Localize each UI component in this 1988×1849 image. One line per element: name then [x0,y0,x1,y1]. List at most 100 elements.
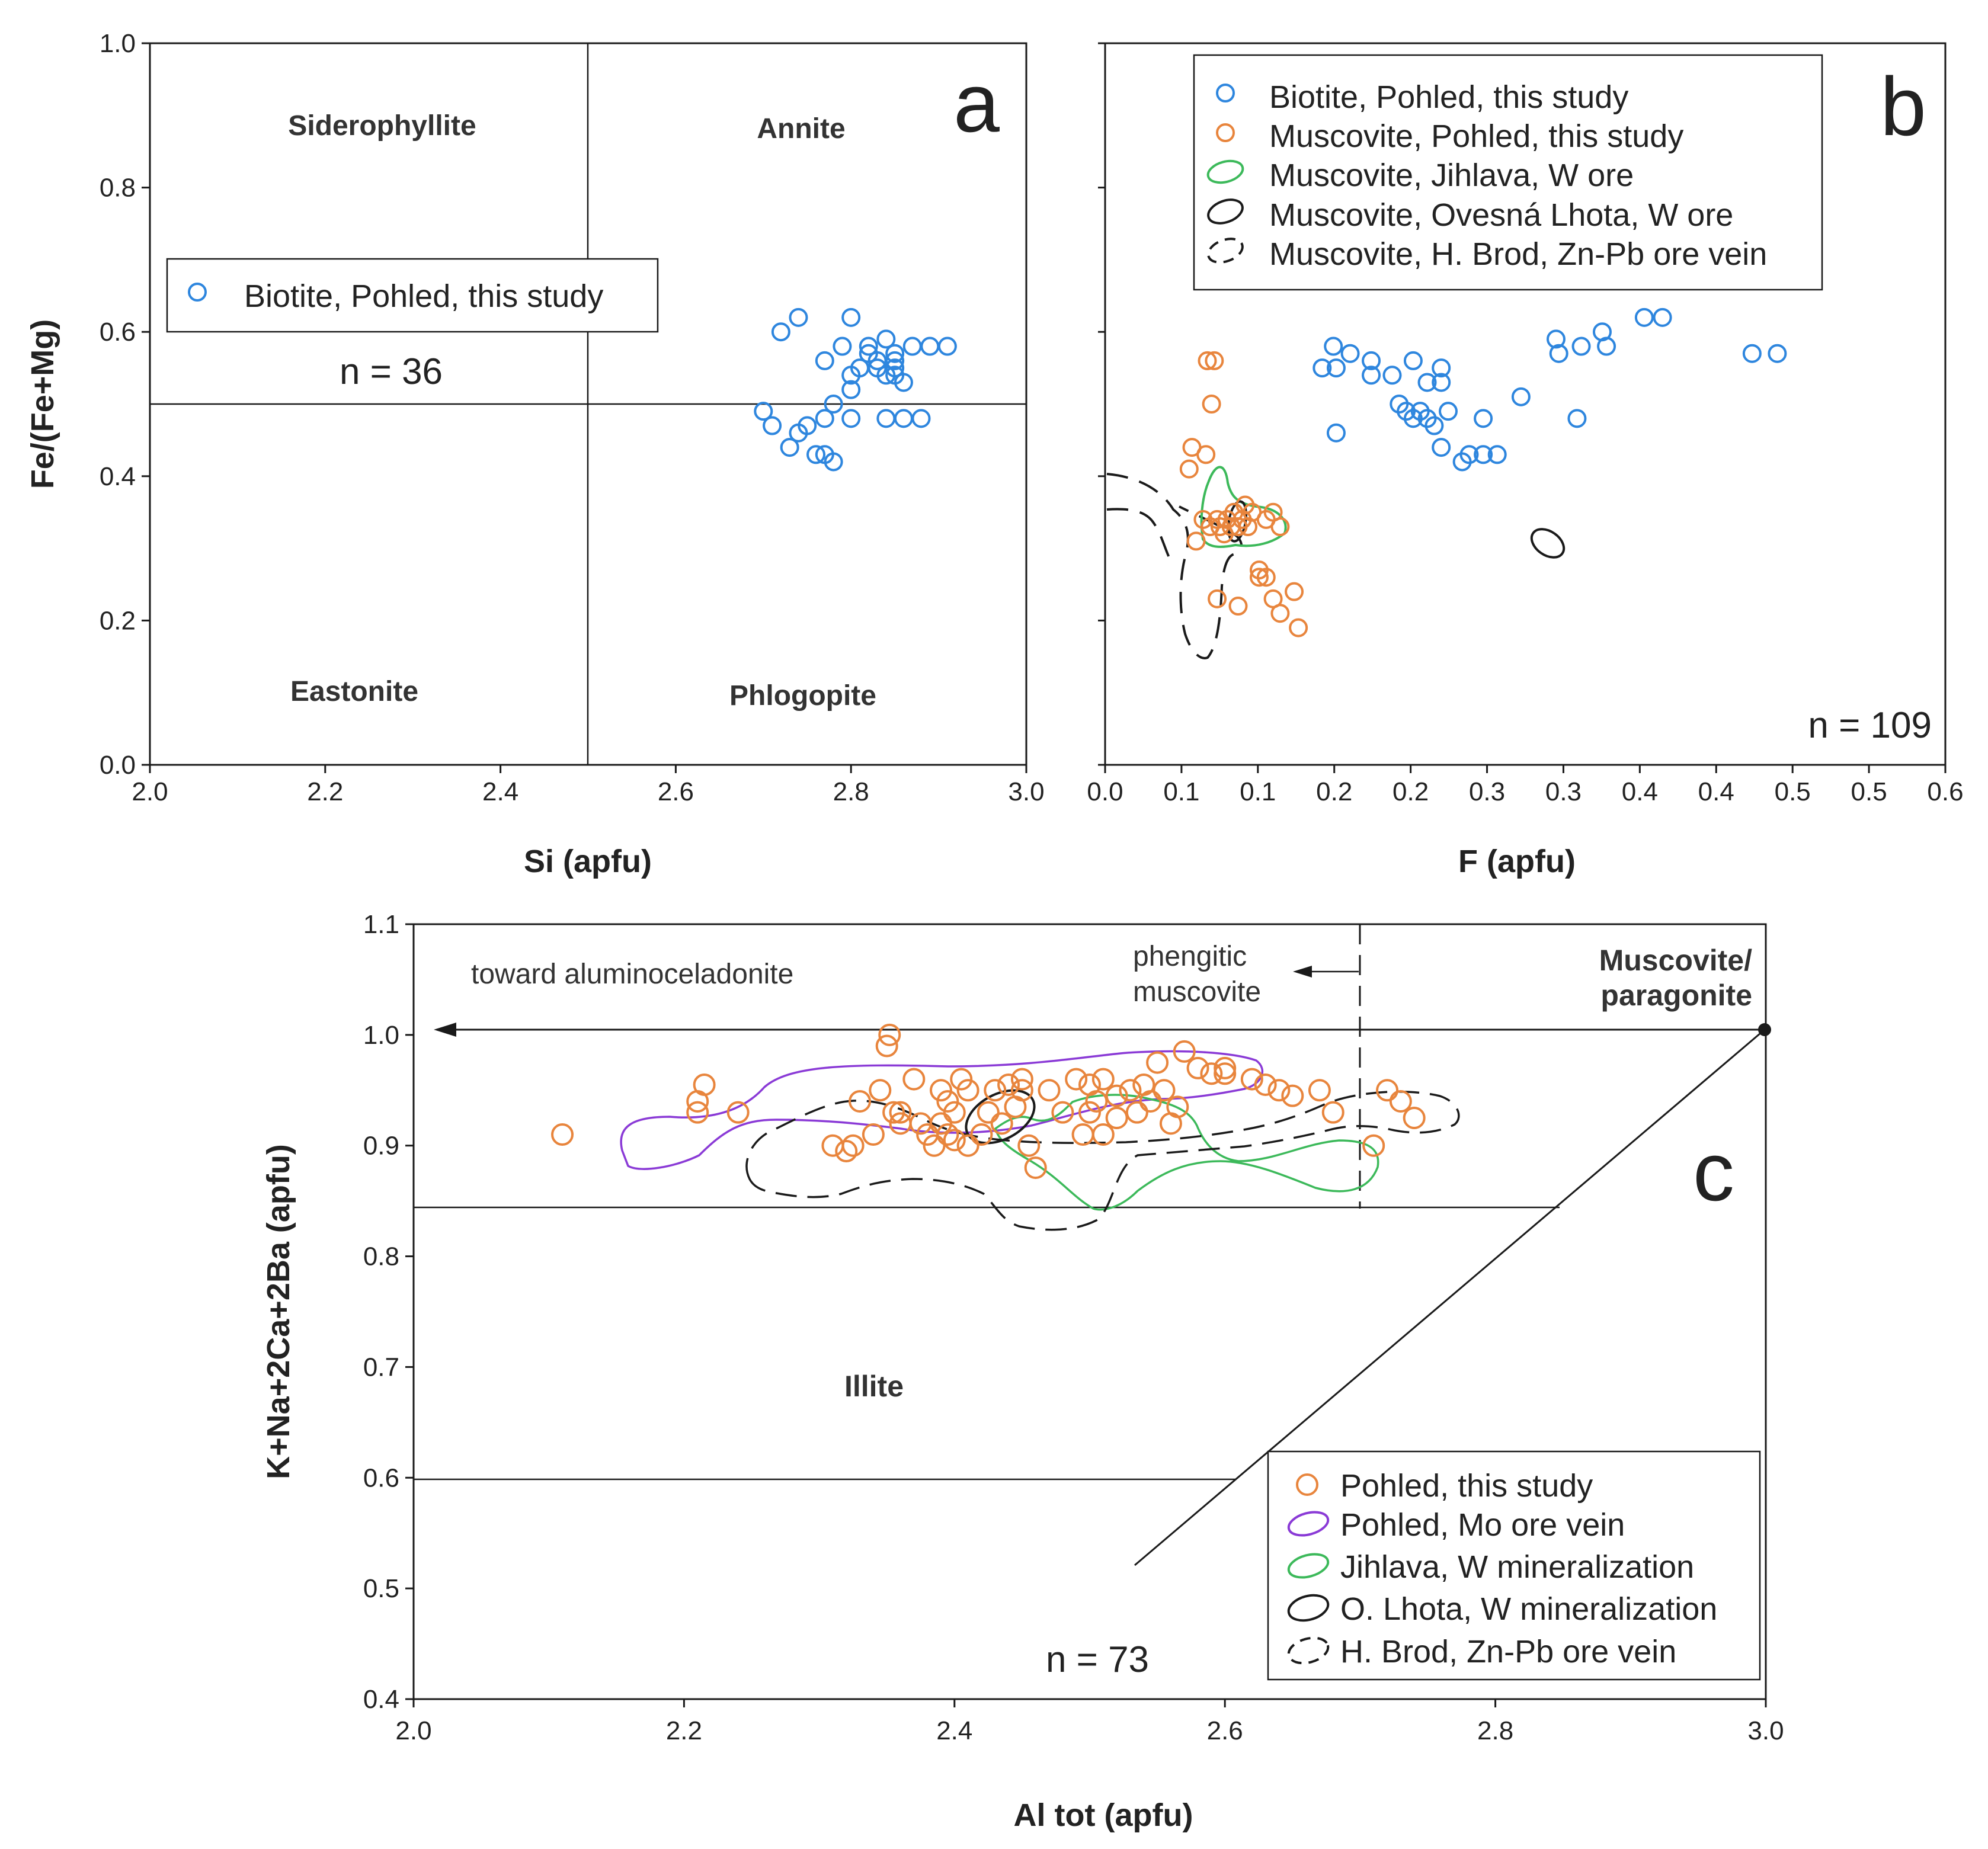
data-point [885,351,905,370]
data-point [1324,337,1343,356]
data-point [1153,1079,1176,1102]
data-point [876,409,896,428]
data-point [1424,416,1444,435]
data-point [970,1123,993,1146]
panel-c-points [551,1023,1426,1180]
data-point [1004,1095,1027,1119]
data-point [1389,1089,1412,1113]
legend-c-ovesna-label: O. Lhota, W mineralization [1340,1591,1717,1627]
x-tick-label: 0.6 [1927,777,1963,806]
panel-a-legend: Biotite, Pohled, this study [166,258,659,333]
x-tick-label: 2.0 [132,777,168,806]
data-point [1071,1123,1094,1146]
data-point [1768,344,1787,363]
x-tick-label: 0.4 [1622,777,1658,806]
x-tick-label: 2.8 [1477,1716,1513,1745]
panel-b-plot-frame [1104,42,1947,766]
data-point [1146,1051,1169,1074]
data-point [1267,1079,1291,1102]
x-tick-label: 3.0 [1008,777,1044,806]
data-point [1078,1101,1101,1124]
data-point [1091,1123,1115,1146]
data-point [875,1034,898,1058]
x-tick-label: 0.2 [1392,777,1429,806]
x-tick-label: 2.2 [666,1716,702,1745]
data-point [876,329,896,349]
data-point [1179,459,1199,479]
annotation-phengitic: phengitic [1133,941,1247,972]
legend-c-ovesna-marker [1287,1594,1330,1622]
legend-b-biotite-marker [1216,84,1235,102]
y-tick-label: 0.2 [100,606,136,635]
data-point [833,337,852,356]
data-point [1403,1107,1426,1129]
region-annite: Annite [757,113,845,145]
data-point [1205,351,1224,370]
data-point [859,337,878,356]
legend-c-mo-label: Pohled, Mo ore vein [1340,1507,1625,1543]
data-point [1017,1134,1041,1157]
panel-c-plot-frame [412,923,1767,1700]
panel-c-legend-box [1267,1450,1761,1681]
x-tick-label: 0.5 [1851,777,1887,806]
data-point [806,445,826,464]
data-point [936,1089,959,1113]
phengitic-arrow-head [1293,966,1312,978]
legend-b-biotite-label: Biotite, Pohled, this study [1269,79,1628,115]
data-point [849,1089,872,1113]
aluminoceladonite-arrow-head [434,1023,456,1037]
y-tick-label: 1.0 [100,29,136,58]
data-point [1312,358,1332,378]
panel-b-n-count: n = 109 [1808,705,1932,746]
data-point [1119,1079,1142,1102]
data-point [1105,1084,1128,1107]
y-tick-label: 0.9 [363,1132,399,1161]
y-tick-label: 0.5 [363,1574,399,1603]
data-point [1249,568,1269,587]
panel-c-ylabel: K+Na+2Ca+2Ba (apfu) [261,1144,296,1479]
data-point [841,409,861,428]
panel-a-xlabel: Si (apfu) [524,844,652,879]
x-tick-label: 3.0 [1747,1716,1784,1745]
data-point [1214,1062,1237,1085]
data-point [902,337,922,356]
data-point [1511,387,1531,406]
data-point [1742,344,1762,363]
region-phlogopite: Phlogopite [729,680,876,712]
legend-b-muscovite-label: Muscovite, Pohled, this study [1269,118,1683,154]
data-point [1285,582,1304,601]
y-tick-label: 1.0 [363,1021,399,1050]
data-point [889,1101,912,1124]
panel-c-legend: Pohled, this study Pohled, Mo ore vein J… [1267,1450,1761,1681]
data-point [1091,1068,1115,1091]
data-point [1474,409,1493,428]
data-point [885,358,905,378]
legend-b-ovesna-marker [1207,198,1244,225]
data-point [841,1134,865,1157]
data-point [920,337,940,356]
x-tick-label: 2.4 [936,1716,972,1745]
y-tick-label: 0.6 [100,318,136,347]
x-tick-label: 0.3 [1545,777,1582,806]
data-point [1340,344,1360,363]
legend-c-pohled-marker [1296,1473,1318,1496]
y-tick-label: 0.8 [363,1242,399,1271]
data-point [1270,604,1290,623]
panel-a-n-count: n = 36 [340,351,443,392]
data-point [1256,568,1276,587]
legend-c-hbrod-marker [1287,1636,1330,1665]
data-point [1051,1101,1074,1124]
data-point [990,1112,1013,1135]
panel-c-label: c [1693,1125,1734,1218]
data-point [1432,358,1451,378]
data-point [1202,395,1221,414]
x-tick-label: 0.3 [1469,777,1505,806]
data-point [1326,358,1346,378]
data-point [835,1140,858,1163]
region-muscovite-paragonite-1: Muscovite/ [1599,944,1753,977]
data-point [1208,589,1227,608]
data-point [936,1123,959,1146]
data-point [943,1129,966,1152]
data-point [894,409,913,428]
legend-c-hbrod-label: H. Brod, Zn-Pb ore vein [1340,1634,1676,1669]
